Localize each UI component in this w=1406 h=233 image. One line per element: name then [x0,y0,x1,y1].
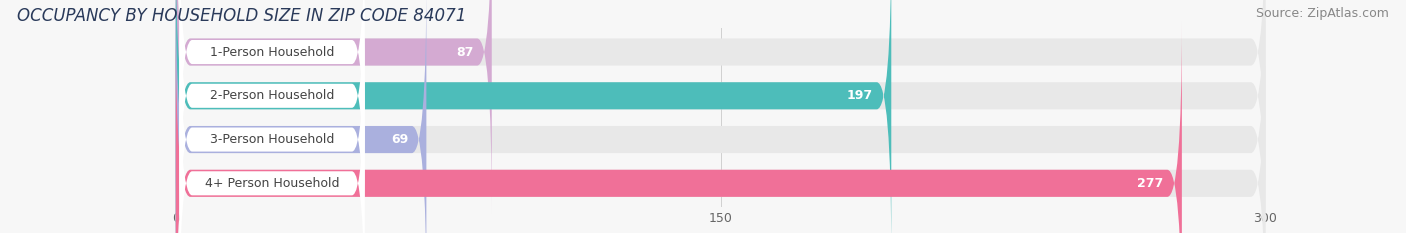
Text: 4+ Person Household: 4+ Person Household [205,177,339,190]
Text: 3-Person Household: 3-Person Household [209,133,335,146]
Text: 1-Person Household: 1-Person Household [209,45,335,58]
FancyBboxPatch shape [176,22,1265,233]
FancyBboxPatch shape [180,0,364,233]
FancyBboxPatch shape [180,42,364,233]
FancyBboxPatch shape [176,0,1265,233]
Text: 277: 277 [1137,177,1164,190]
FancyBboxPatch shape [180,0,364,193]
FancyBboxPatch shape [180,0,364,233]
Text: 2-Person Household: 2-Person Household [209,89,335,102]
FancyBboxPatch shape [176,22,1182,233]
Text: 69: 69 [391,133,408,146]
Text: OCCUPANCY BY HOUSEHOLD SIZE IN ZIP CODE 84071: OCCUPANCY BY HOUSEHOLD SIZE IN ZIP CODE … [17,7,467,25]
FancyBboxPatch shape [176,0,492,213]
Text: 87: 87 [456,45,474,58]
Text: Source: ZipAtlas.com: Source: ZipAtlas.com [1256,7,1389,20]
FancyBboxPatch shape [176,0,1265,233]
FancyBboxPatch shape [176,0,1265,213]
FancyBboxPatch shape [176,0,426,233]
Text: 197: 197 [846,89,873,102]
FancyBboxPatch shape [176,0,891,233]
